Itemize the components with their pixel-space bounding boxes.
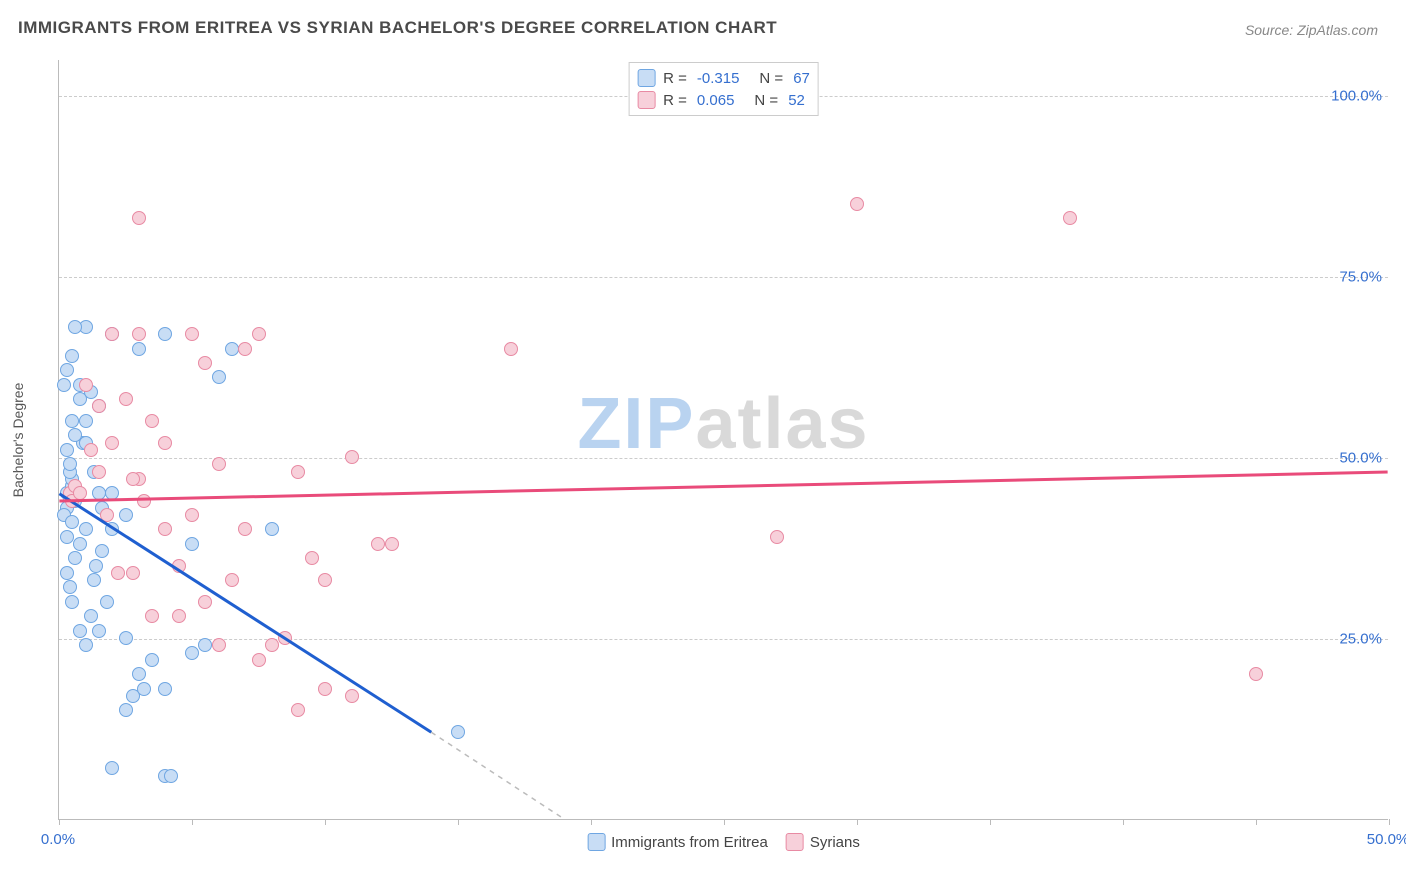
- x-tick-mark: [59, 819, 60, 825]
- legend-swatch: [786, 833, 804, 851]
- legend-label: Syrians: [810, 834, 860, 851]
- legend-label: Immigrants from Eritrea: [611, 834, 768, 851]
- n-label: N =: [759, 70, 783, 87]
- n-label: N =: [754, 92, 778, 109]
- r-value: 0.065: [697, 92, 735, 109]
- legend-swatch: [637, 91, 655, 109]
- trend-line: [59, 494, 431, 733]
- trend-lines: [59, 60, 1388, 819]
- chart-title: IMMIGRANTS FROM ERITREA VS SYRIAN BACHEL…: [18, 18, 777, 38]
- x-tick-mark: [325, 819, 326, 825]
- x-min-label: 0.0%: [41, 831, 75, 848]
- x-tick-mark: [990, 819, 991, 825]
- source-label: Source: ZipAtlas.com: [1245, 22, 1378, 38]
- legend-item: Syrians: [786, 833, 860, 851]
- n-value: 67: [793, 70, 810, 87]
- r-label: R =: [663, 92, 687, 109]
- x-tick-mark: [1389, 819, 1390, 825]
- trend-line-extension: [431, 732, 564, 819]
- legend-row: R = -0.315 N = 67: [637, 67, 810, 89]
- x-tick-mark: [192, 819, 193, 825]
- series-legend: Immigrants from Eritrea Syrians: [587, 833, 860, 851]
- r-label: R =: [663, 70, 687, 87]
- legend-swatch: [587, 833, 605, 851]
- trend-line: [59, 472, 1387, 501]
- x-max-label: 50.0%: [1367, 831, 1406, 848]
- legend-row: R = 0.065 N = 52: [637, 89, 810, 111]
- x-tick-mark: [724, 819, 725, 825]
- n-value: 52: [788, 92, 805, 109]
- chart-plot-area: ZIPatlas R =-0.315N =67R =0.065N =52 Imm…: [58, 60, 1388, 820]
- legend-item: Immigrants from Eritrea: [587, 833, 768, 851]
- x-tick-mark: [1256, 819, 1257, 825]
- correlation-legend: R = -0.315 N = 67 R = 0.065 N = 52: [628, 62, 819, 116]
- x-tick-mark: [1123, 819, 1124, 825]
- x-tick-mark: [458, 819, 459, 825]
- x-tick-mark: [857, 819, 858, 825]
- legend-swatch: [637, 69, 655, 87]
- y-axis-label: Bachelor's Degree: [10, 383, 26, 498]
- r-value: -0.315: [697, 70, 740, 87]
- x-tick-mark: [591, 819, 592, 825]
